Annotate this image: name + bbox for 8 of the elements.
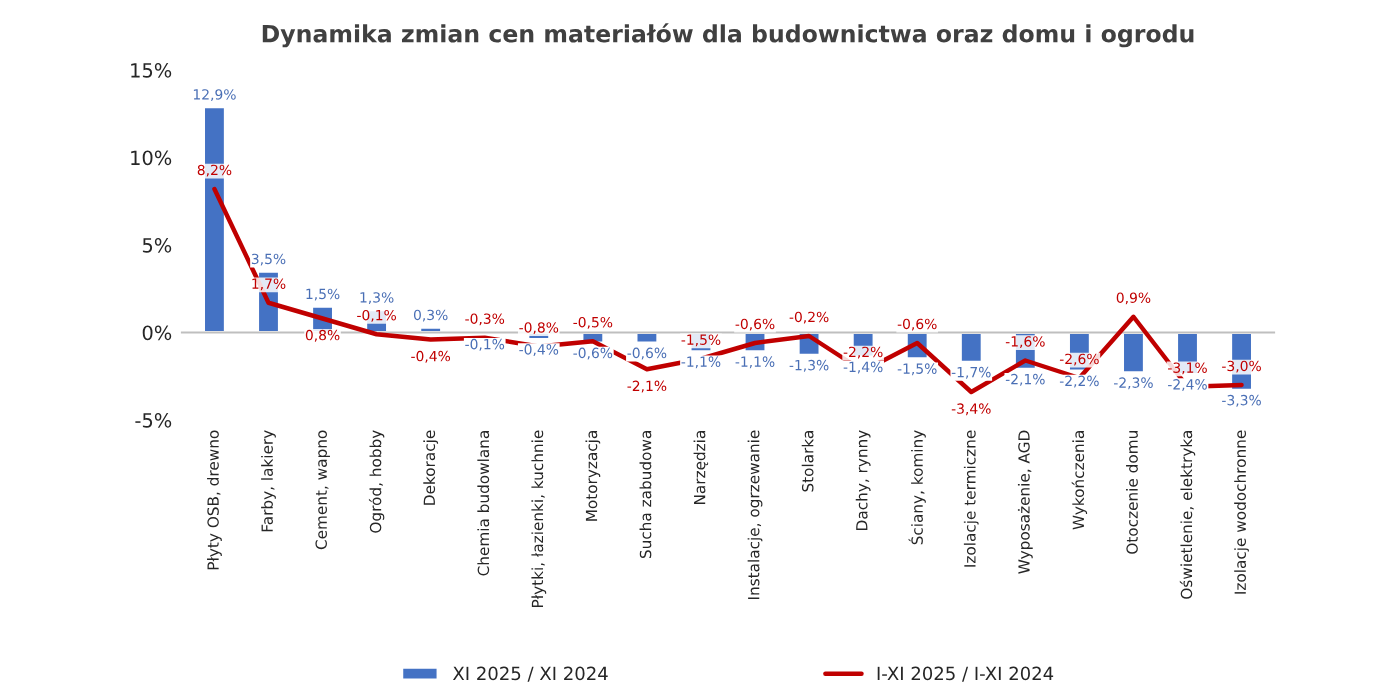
legend-label: I-XI 2025 / I-XI 2024 bbox=[877, 666, 1054, 682]
chart-title: Dynamika zmian cen materiałów dla budownictwa oraz domu i ogrodu bbox=[262, 23, 1194, 48]
y-tick-label: 15% bbox=[131, 62, 172, 78]
y-tick-label: 0% bbox=[142, 325, 172, 341]
y-tick-label: 10% bbox=[131, 150, 172, 166]
y-tick-label: 5% bbox=[142, 237, 172, 253]
legend-label: XI 2025 / XI 2024 bbox=[452, 666, 608, 682]
y-tick-label: -5% bbox=[135, 412, 172, 428]
